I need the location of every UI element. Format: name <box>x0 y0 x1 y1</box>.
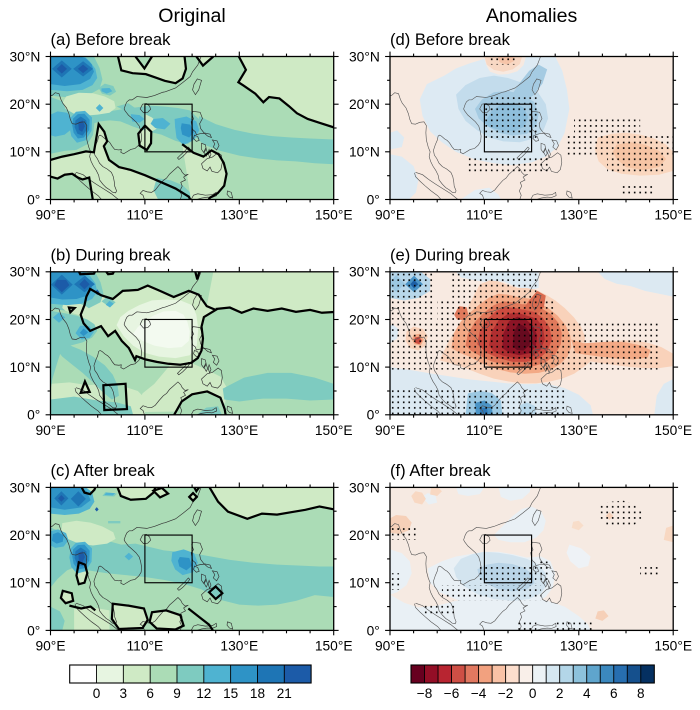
svg-text:90°E: 90°E <box>35 423 65 438</box>
svg-text:150°E: 150°E <box>654 423 692 438</box>
svg-text:(e) During break: (e) During break <box>390 245 511 264</box>
svg-text:130°E: 130°E <box>560 423 598 438</box>
svg-text:90°E: 90°E <box>35 638 65 653</box>
svg-text:(c) After break: (c) After break <box>51 461 156 480</box>
svg-text:110°E: 110°E <box>127 208 164 223</box>
svg-text:150°E: 150°E <box>315 208 353 223</box>
svg-text:8: 8 <box>637 686 645 701</box>
svg-text:90°E: 90°E <box>375 638 405 653</box>
svg-text:90°E: 90°E <box>375 208 405 223</box>
svg-text:90°E: 90°E <box>35 208 65 223</box>
svg-text:150°E: 150°E <box>654 208 692 223</box>
svg-text:110°E: 110°E <box>466 423 503 438</box>
svg-text:18: 18 <box>250 686 265 701</box>
svg-text:(a) Before break: (a) Before break <box>51 30 172 49</box>
svg-text:(d) Before break: (d) Before break <box>390 30 511 49</box>
svg-text:−6: −6 <box>444 686 460 701</box>
svg-text:0°: 0° <box>27 623 40 638</box>
svg-text:30°N: 30°N <box>9 480 40 495</box>
svg-text:30°N: 30°N <box>9 265 40 280</box>
svg-text:0°: 0° <box>367 192 380 207</box>
svg-text:6: 6 <box>610 686 618 701</box>
svg-text:90°E: 90°E <box>375 423 405 438</box>
svg-text:0: 0 <box>529 686 537 701</box>
svg-text:150°E: 150°E <box>654 638 692 653</box>
svg-text:20°N: 20°N <box>9 528 40 543</box>
svg-text:110°E: 110°E <box>127 638 164 653</box>
svg-text:130°E: 130°E <box>220 208 258 223</box>
svg-text:20°N: 20°N <box>349 312 380 327</box>
svg-text:110°E: 110°E <box>466 638 503 653</box>
svg-text:130°E: 130°E <box>560 208 598 223</box>
svg-text:2: 2 <box>556 686 564 701</box>
svg-text:20°N: 20°N <box>349 528 380 543</box>
svg-text:150°E: 150°E <box>315 423 353 438</box>
svg-text:0°: 0° <box>367 408 380 423</box>
svg-text:0°: 0° <box>27 192 40 207</box>
svg-text:12: 12 <box>196 686 211 701</box>
svg-text:3: 3 <box>120 686 128 701</box>
svg-text:10°N: 10°N <box>9 360 40 375</box>
svg-text:130°E: 130°E <box>220 423 258 438</box>
svg-text:6: 6 <box>146 686 154 701</box>
svg-text:10°N: 10°N <box>349 576 380 591</box>
svg-text:10°N: 10°N <box>9 576 40 591</box>
svg-text:110°E: 110°E <box>466 208 503 223</box>
svg-text:15: 15 <box>223 686 238 701</box>
svg-text:20°N: 20°N <box>9 312 40 327</box>
svg-text:(f) After break: (f) After break <box>390 461 491 480</box>
svg-text:−4: −4 <box>471 686 487 701</box>
svg-text:20°N: 20°N <box>349 97 380 112</box>
svg-text:−8: −8 <box>417 686 433 701</box>
svg-text:−2: −2 <box>498 686 514 701</box>
svg-text:30°N: 30°N <box>349 480 380 495</box>
svg-text:30°N: 30°N <box>9 49 40 64</box>
svg-text:Anomalies: Anomalies <box>486 5 578 27</box>
svg-text:20°N: 20°N <box>9 97 40 112</box>
svg-text:(b) During break: (b) During break <box>51 245 172 264</box>
svg-text:110°E: 110°E <box>127 423 164 438</box>
svg-text:10°N: 10°N <box>349 145 380 160</box>
svg-text:30°N: 30°N <box>349 265 380 280</box>
svg-text:130°E: 130°E <box>560 638 598 653</box>
svg-text:4: 4 <box>583 686 591 701</box>
svg-text:0: 0 <box>93 686 101 701</box>
svg-text:10°N: 10°N <box>9 145 40 160</box>
svg-text:9: 9 <box>173 686 181 701</box>
svg-text:30°N: 30°N <box>349 49 380 64</box>
svg-text:10°N: 10°N <box>349 360 380 375</box>
svg-text:150°E: 150°E <box>315 638 353 653</box>
svg-text:21: 21 <box>277 686 292 701</box>
svg-text:0°: 0° <box>27 408 40 423</box>
svg-text:0°: 0° <box>367 623 380 638</box>
svg-text:130°E: 130°E <box>220 638 258 653</box>
svg-text:Original: Original <box>158 5 226 27</box>
